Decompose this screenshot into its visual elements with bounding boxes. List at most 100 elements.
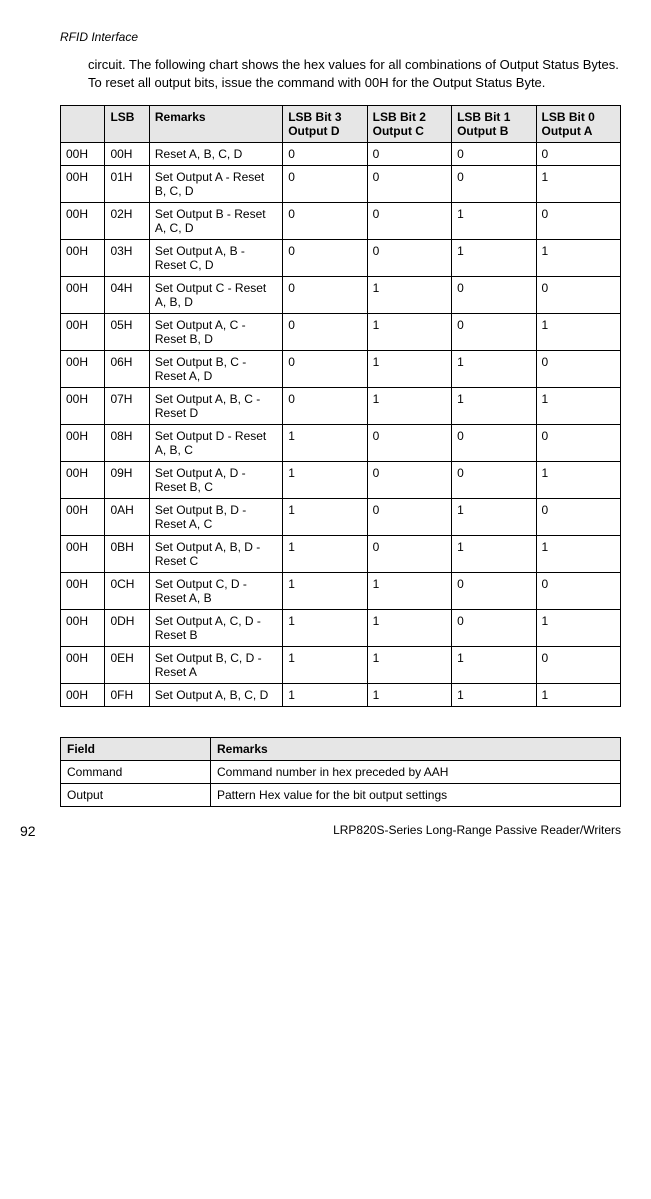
table-cell: 0 bbox=[536, 203, 620, 240]
table-row: 00H0DHSet Output A, C, D - Reset B1101 bbox=[61, 610, 621, 647]
table-header-row: Field Remarks bbox=[61, 738, 621, 761]
table-cell: 00H bbox=[61, 277, 105, 314]
col-remarks: Remarks bbox=[149, 106, 282, 143]
table-cell: Set Output A, C - Reset B, D bbox=[149, 314, 282, 351]
table-cell: 02H bbox=[105, 203, 149, 240]
col-bit3: LSB Bit 3 Output D bbox=[283, 106, 367, 143]
table-cell: 0 bbox=[536, 277, 620, 314]
table-cell: 0 bbox=[536, 425, 620, 462]
table-cell: 0 bbox=[283, 240, 367, 277]
table-cell: 0 bbox=[367, 203, 451, 240]
table-cell: 0 bbox=[452, 462, 536, 499]
table-cell: Command number in hex preceded by AAH bbox=[211, 761, 621, 784]
table-cell: 0 bbox=[367, 536, 451, 573]
table-cell: 0 bbox=[452, 573, 536, 610]
table-cell: Set Output A - Reset B, C, D bbox=[149, 166, 282, 203]
table-cell: 1 bbox=[536, 314, 620, 351]
table-cell: 1 bbox=[367, 388, 451, 425]
table-cell: 0AH bbox=[105, 499, 149, 536]
table-cell: 1 bbox=[452, 499, 536, 536]
table-cell: 0 bbox=[452, 277, 536, 314]
table-cell: Set Output B - Reset A, C, D bbox=[149, 203, 282, 240]
table-row: 00H06HSet Output B, C - Reset A, D0110 bbox=[61, 351, 621, 388]
table-row: 00H00HReset A, B, C, D0000 bbox=[61, 143, 621, 166]
table-row: 00H07HSet Output A, B, C - Reset D0111 bbox=[61, 388, 621, 425]
page-number: 92 bbox=[20, 823, 36, 839]
table-cell: 1 bbox=[536, 462, 620, 499]
table-row: 00H03HSet Output A, B - Reset C, D0011 bbox=[61, 240, 621, 277]
table-cell: 00H bbox=[61, 536, 105, 573]
col-lsb: LSB bbox=[105, 106, 149, 143]
table-cell: 1 bbox=[367, 573, 451, 610]
table-cell: Set Output C - Reset A, B, D bbox=[149, 277, 282, 314]
table-cell: Set Output D - Reset A, B, C bbox=[149, 425, 282, 462]
table-row: 00H04HSet Output C - Reset A, B, D0100 bbox=[61, 277, 621, 314]
table-cell: 00H bbox=[61, 314, 105, 351]
table-cell: 0 bbox=[536, 351, 620, 388]
table-cell: 00H bbox=[61, 240, 105, 277]
table-cell: 1 bbox=[536, 166, 620, 203]
table-cell: 0 bbox=[283, 166, 367, 203]
table-cell: 1 bbox=[452, 351, 536, 388]
table-cell: 03H bbox=[105, 240, 149, 277]
table-cell: 1 bbox=[283, 647, 367, 684]
table-row: 00H09HSet Output A, D - Reset B, C1001 bbox=[61, 462, 621, 499]
col-blank bbox=[61, 106, 105, 143]
table-cell: 04H bbox=[105, 277, 149, 314]
table-cell: 1 bbox=[367, 351, 451, 388]
table-cell: Set Output A, B, C, D bbox=[149, 684, 282, 707]
table-cell: 1 bbox=[536, 388, 620, 425]
table-cell: Set Output A, B, D - Reset C bbox=[149, 536, 282, 573]
table-cell: 00H bbox=[61, 203, 105, 240]
table-cell: 1 bbox=[452, 647, 536, 684]
table-cell: 1 bbox=[283, 499, 367, 536]
table-cell: 0 bbox=[452, 166, 536, 203]
table-cell: 0CH bbox=[105, 573, 149, 610]
field-remarks-table: Field Remarks CommandCommand number in h… bbox=[60, 737, 621, 807]
table-cell: 1 bbox=[283, 425, 367, 462]
table-cell: 1 bbox=[283, 462, 367, 499]
table-cell: 1 bbox=[367, 684, 451, 707]
table-cell: 0 bbox=[367, 499, 451, 536]
table-cell: 0FH bbox=[105, 684, 149, 707]
table-cell: 0 bbox=[367, 166, 451, 203]
col-field: Field bbox=[61, 738, 211, 761]
table-row: OutputPattern Hex value for the bit outp… bbox=[61, 784, 621, 807]
table-cell: 0 bbox=[283, 277, 367, 314]
table-cell: 0EH bbox=[105, 647, 149, 684]
table-cell: 0 bbox=[452, 610, 536, 647]
table-cell: 0 bbox=[283, 388, 367, 425]
table-cell: Pattern Hex value for the bit output set… bbox=[211, 784, 621, 807]
table-cell: 0 bbox=[367, 143, 451, 166]
table-cell: 00H bbox=[61, 573, 105, 610]
table-row: 00H01HSet Output A - Reset B, C, D0001 bbox=[61, 166, 621, 203]
footer-title: LRP820S-Series Long-Range Passive Reader… bbox=[333, 823, 621, 839]
table-cell: 00H bbox=[61, 425, 105, 462]
table-cell: 00H bbox=[61, 647, 105, 684]
table-cell: 00H bbox=[61, 143, 105, 166]
table-cell: 0 bbox=[452, 143, 536, 166]
table-cell: 0 bbox=[536, 573, 620, 610]
table-cell: 0 bbox=[367, 462, 451, 499]
table-cell: Set Output A, B - Reset C, D bbox=[149, 240, 282, 277]
table-cell: 1 bbox=[283, 573, 367, 610]
table-row: 00H0EHSet Output B, C, D - Reset A1110 bbox=[61, 647, 621, 684]
table-cell: 1 bbox=[452, 536, 536, 573]
table-cell: 0 bbox=[536, 143, 620, 166]
table-cell: 07H bbox=[105, 388, 149, 425]
page-header: RFID Interface bbox=[60, 30, 621, 44]
col-bit0: LSB Bit 0 Output A bbox=[536, 106, 620, 143]
table-cell: Set Output B, D - Reset A, C bbox=[149, 499, 282, 536]
table-header-row: LSB Remarks LSB Bit 3 Output D LSB Bit 2… bbox=[61, 106, 621, 143]
table-cell: 1 bbox=[452, 388, 536, 425]
table-cell: Reset A, B, C, D bbox=[149, 143, 282, 166]
table-cell: 0 bbox=[367, 425, 451, 462]
col-bit2: LSB Bit 2 Output C bbox=[367, 106, 451, 143]
table-row: 00H0BHSet Output A, B, D - Reset C1011 bbox=[61, 536, 621, 573]
page-footer: 92 LRP820S-Series Long-Range Passive Rea… bbox=[60, 823, 621, 839]
table-cell: 06H bbox=[105, 351, 149, 388]
table-cell: 1 bbox=[452, 240, 536, 277]
intro-paragraph: circuit. The following chart shows the h… bbox=[88, 56, 621, 91]
table-cell: Command bbox=[61, 761, 211, 784]
table-cell: 0 bbox=[283, 203, 367, 240]
